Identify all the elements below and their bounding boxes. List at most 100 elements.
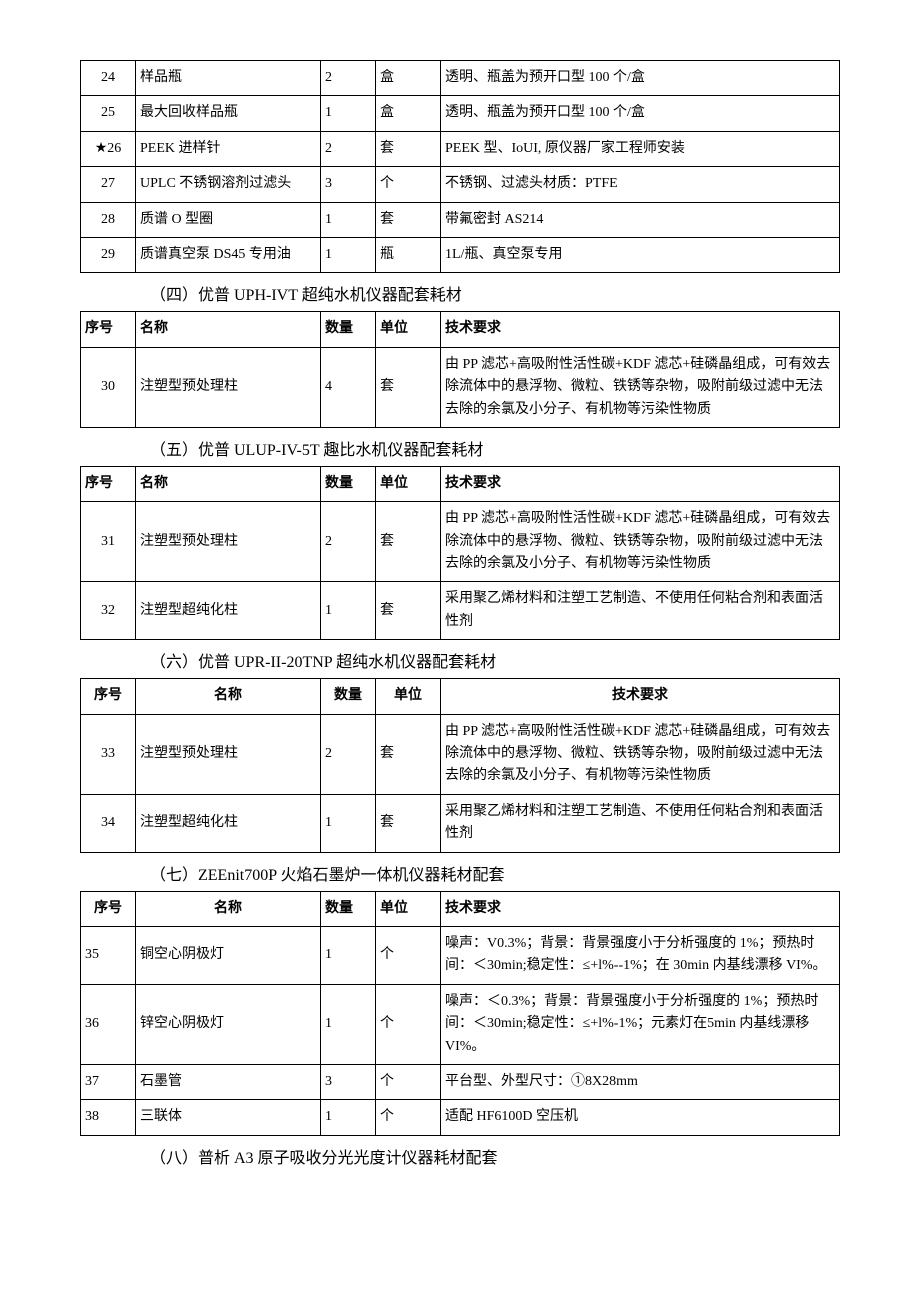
header-req: 技术要求 <box>441 679 840 714</box>
header-qty: 数量 <box>321 891 376 926</box>
cell-qty: 1 <box>321 96 376 131</box>
header-unit: 单位 <box>376 679 441 714</box>
cell-name: 质谱真空泵 DS45 专用油 <box>136 237 321 272</box>
cell-name: 注塑型预处理柱 <box>136 714 321 794</box>
table-row: 33注塑型预处理柱2套由 PP 滤芯+高吸附性活性碳+KDF 滤芯+硅磷晶组成，… <box>81 714 840 794</box>
header-qty: 数量 <box>321 679 376 714</box>
section-5-heading: （五）优普 ULUP-IV-5T 趣比水机仪器配套耗材 <box>150 436 840 460</box>
cell-seq: 33 <box>81 714 136 794</box>
table-row: 32注塑型超纯化柱1套采用聚乙烯材料和注塑工艺制造、不使用任何粘合剂和表面活性剂 <box>81 582 840 640</box>
cell-req: 适配 HF6100D 空压机 <box>441 1100 840 1135</box>
cell-qty: 1 <box>321 984 376 1064</box>
cell-seq: 30 <box>81 347 136 427</box>
header-seq: 序号 <box>81 679 136 714</box>
table-section-4: 序号 名称 数量 单位 技术要求 30注塑型预处理柱4套由 PP 滤芯+高吸附性… <box>80 311 840 428</box>
cell-unit: 个 <box>376 1100 441 1135</box>
header-seq: 序号 <box>81 466 136 501</box>
table-row: 34注塑型超纯化柱1套采用聚乙烯材料和注塑工艺制造、不使用任何粘合剂和表面活性剂 <box>81 794 840 852</box>
cell-req: PEEK 型、IoUI, 原仪器厂家工程师安装 <box>441 131 840 166</box>
cell-req: 噪声：＜0.3%；背景：背景强度小于分析强度的 1%；预热时间：＜30min;稳… <box>441 984 840 1064</box>
cell-name: 石墨管 <box>136 1064 321 1099</box>
table-row: 27UPLC 不锈钢溶剂过滤头3个不锈钢、过滤头材质：PTFE <box>81 167 840 202</box>
cell-req: 平台型、外型尺寸：①8X28mm <box>441 1064 840 1099</box>
cell-qty: 1 <box>321 926 376 984</box>
cell-unit: 套 <box>376 714 441 794</box>
section-6-heading: （六）优普 UPR-II-20TNP 超纯水机仪器配套耗材 <box>150 648 840 672</box>
cell-seq: 25 <box>81 96 136 131</box>
table-section-7: 序号 名称 数量 单位 技术要求 35铜空心阴极灯1个噪声：V0.3%；背景：背… <box>80 891 840 1136</box>
table-row: 37石墨管3个平台型、外型尺寸：①8X28mm <box>81 1064 840 1099</box>
cell-unit: 个 <box>376 926 441 984</box>
cell-req: 采用聚乙烯材料和注塑工艺制造、不使用任何粘合剂和表面活性剂 <box>441 582 840 640</box>
table-header-row: 序号 名称 数量 单位 技术要求 <box>81 466 840 501</box>
header-unit: 单位 <box>376 466 441 501</box>
cell-req: 1L/瓶、真空泵专用 <box>441 237 840 272</box>
section-7-heading: （七）ZEEnit700P 火焰石墨炉一体机仪器耗材配套 <box>150 861 840 885</box>
header-qty: 数量 <box>321 466 376 501</box>
cell-unit: 个 <box>376 167 441 202</box>
cell-req: 由 PP 滤芯+高吸附性活性碳+KDF 滤芯+硅磷晶组成，可有效去除流体中的悬浮… <box>441 347 840 427</box>
table-row: 29质谱真空泵 DS45 专用油1瓶1L/瓶、真空泵专用 <box>81 237 840 272</box>
table-header-row: 序号 名称 数量 单位 技术要求 <box>81 312 840 347</box>
header-req: 技术要求 <box>441 891 840 926</box>
cell-seq: 32 <box>81 582 136 640</box>
header-req: 技术要求 <box>441 312 840 347</box>
cell-unit: 瓶 <box>376 237 441 272</box>
cell-seq: 35 <box>81 926 136 984</box>
header-name: 名称 <box>136 679 321 714</box>
cell-qty: 2 <box>321 61 376 96</box>
cell-name: 注塑型预处理柱 <box>136 502 321 582</box>
cell-qty: 2 <box>321 502 376 582</box>
cell-qty: 3 <box>321 1064 376 1099</box>
header-unit: 单位 <box>376 312 441 347</box>
header-qty: 数量 <box>321 312 376 347</box>
cell-qty: 1 <box>321 202 376 237</box>
cell-unit: 个 <box>376 984 441 1064</box>
cell-name: 样品瓶 <box>136 61 321 96</box>
cell-unit: 套 <box>376 794 441 852</box>
cell-seq: 36 <box>81 984 136 1064</box>
cell-seq: ★26 <box>81 131 136 166</box>
cell-unit: 盒 <box>376 61 441 96</box>
cell-req: 噪声：V0.3%；背景：背景强度小于分析强度的 1%；预热时间：＜30min;稳… <box>441 926 840 984</box>
cell-seq: 28 <box>81 202 136 237</box>
cell-qty: 1 <box>321 582 376 640</box>
cell-name: 锌空心阴极灯 <box>136 984 321 1064</box>
cell-seq: 27 <box>81 167 136 202</box>
section-4-heading: （四）优普 UPH-IVT 超纯水机仪器配套耗材 <box>150 281 840 305</box>
header-name: 名称 <box>136 312 321 347</box>
header-seq: 序号 <box>81 312 136 347</box>
cell-req: 采用聚乙烯材料和注塑工艺制造、不使用任何粘合剂和表面活性剂 <box>441 794 840 852</box>
cell-seq: 29 <box>81 237 136 272</box>
cell-qty: 2 <box>321 131 376 166</box>
table-row: 38三联体1个适配 HF6100D 空压机 <box>81 1100 840 1135</box>
cell-seq: 24 <box>81 61 136 96</box>
section-8-heading: （八）普析 A3 原子吸收分光光度计仪器耗材配套 <box>150 1144 840 1168</box>
cell-seq: 38 <box>81 1100 136 1135</box>
cell-seq: 37 <box>81 1064 136 1099</box>
cell-name: UPLC 不锈钢溶剂过滤头 <box>136 167 321 202</box>
cell-name: PEEK 进样针 <box>136 131 321 166</box>
table-row: 35铜空心阴极灯1个噪声：V0.3%；背景：背景强度小于分析强度的 1%；预热时… <box>81 926 840 984</box>
cell-unit: 套 <box>376 582 441 640</box>
cell-seq: 31 <box>81 502 136 582</box>
cell-req: 由 PP 滤芯+高吸附性活性碳+KDF 滤芯+硅磷晶组成，可有效去除流体中的悬浮… <box>441 714 840 794</box>
cell-unit: 套 <box>376 131 441 166</box>
cell-name: 最大回收样品瓶 <box>136 96 321 131</box>
table-section-6: 序号 名称 数量 单位 技术要求 33注塑型预处理柱2套由 PP 滤芯+高吸附性… <box>80 678 840 852</box>
table-row: 30注塑型预处理柱4套由 PP 滤芯+高吸附性活性碳+KDF 滤芯+硅磷晶组成，… <box>81 347 840 427</box>
table-row: 25最大回收样品瓶1盒透明、瓶盖为预开口型 100 个/盒 <box>81 96 840 131</box>
table-row: 36锌空心阴极灯1个噪声：＜0.3%；背景：背景强度小于分析强度的 1%；预热时… <box>81 984 840 1064</box>
cell-req: 带氟密封 AS214 <box>441 202 840 237</box>
cell-name: 注塑型超纯化柱 <box>136 582 321 640</box>
cell-qty: 2 <box>321 714 376 794</box>
header-name: 名称 <box>136 466 321 501</box>
cell-qty: 1 <box>321 1100 376 1135</box>
header-req: 技术要求 <box>441 466 840 501</box>
table-continuation: 24样品瓶2盒透明、瓶盖为预开口型 100 个/盒25最大回收样品瓶1盒透明、瓶… <box>80 60 840 273</box>
cell-name: 注塑型超纯化柱 <box>136 794 321 852</box>
cell-unit: 个 <box>376 1064 441 1099</box>
header-name: 名称 <box>136 891 321 926</box>
cell-name: 三联体 <box>136 1100 321 1135</box>
cell-seq: 34 <box>81 794 136 852</box>
